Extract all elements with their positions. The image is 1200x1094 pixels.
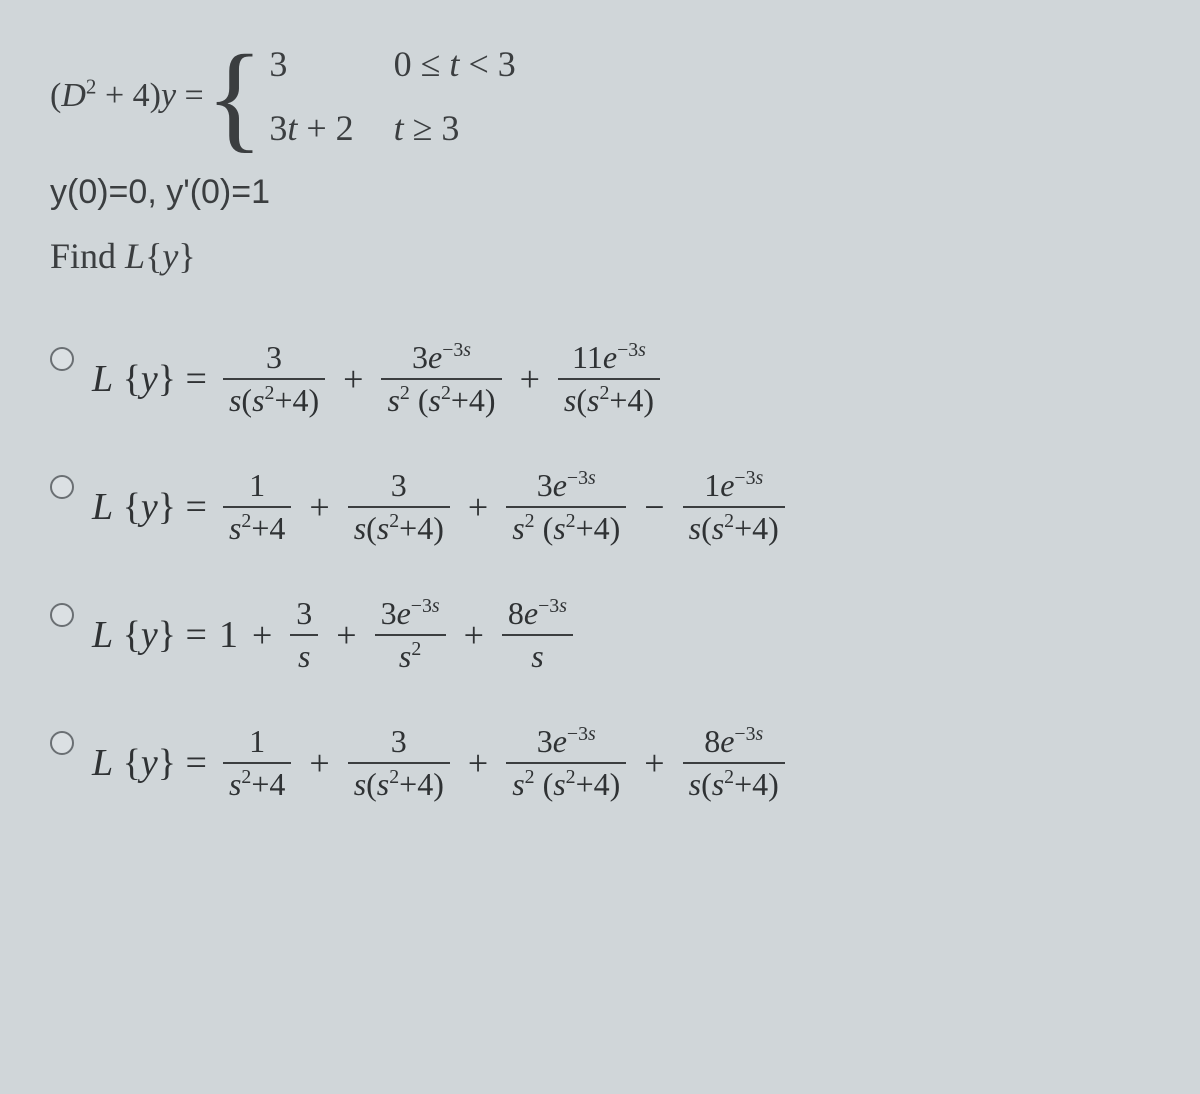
term: 3e−3ss2 (s2+4) [506,723,626,803]
term: 3e−3ss2 (s2+4) [506,467,626,547]
option-b-expr: L {y} = 1s2+4 + 3s(s2+4) + 3e−3ss2 (s2+4… [92,467,789,547]
question-page: (D2 + 4)y = { 3 0 ≤ t < 3 3t + 2 t ≥ 3 y… [0,0,1200,839]
term: 3e−3ss2 (s2+4) [381,339,501,419]
option-c[interactable]: L {y} = 1 + 3s + 3e−3ss2 + 8e−3ss [50,595,1180,675]
options-list: L {y} = 3s(s2+4) + 3e−3ss2 (s2+4) + 11e−… [50,339,1180,803]
term: 1e−3ss(s2+4) [683,467,785,547]
option-d[interactable]: L {y} = 1s2+4 + 3s(s2+4) + 3e−3ss2 (s2+4… [50,723,1180,803]
find-prompt: Find L{y} [50,228,1180,286]
piece2-value: 3t + 2 [269,100,353,158]
term: 3e−3ss2 [375,595,446,675]
piece1-cond: 0 ≤ t < 3 [394,36,516,94]
term: 1s2+4 [223,467,291,547]
term: 8e−3ss(s2+4) [683,723,785,803]
term: 11e−3ss(s2+4) [558,339,660,419]
initial-conditions: y(0)=0, y'(0)=1 [50,165,1180,219]
leading: 1 [219,613,238,657]
option-a-expr: L {y} = 3s(s2+4) + 3e−3ss2 (s2+4) + 11e−… [92,339,664,419]
term: 3s(s2+4) [223,339,325,419]
radio-icon[interactable] [50,347,74,371]
brace-icon: { [206,49,264,145]
radio-icon[interactable] [50,475,74,499]
term: 1s2+4 [223,723,291,803]
term: 3s [290,595,318,675]
problem-statement: (D2 + 4)y = { 3 0 ≤ t < 3 3t + 2 t ≥ 3 y… [50,36,1180,285]
radio-icon[interactable] [50,731,74,755]
option-c-expr: L {y} = 1 + 3s + 3e−3ss2 + 8e−3ss [92,595,577,675]
option-a[interactable]: L {y} = 3s(s2+4) + 3e−3ss2 (s2+4) + 11e−… [50,339,1180,419]
option-d-expr: L {y} = 1s2+4 + 3s(s2+4) + 3e−3ss2 (s2+4… [92,723,789,803]
option-b[interactable]: L {y} = 1s2+4 + 3s(s2+4) + 3e−3ss2 (s2+4… [50,467,1180,547]
term: 3s(s2+4) [348,723,450,803]
piece2-cond: t ≥ 3 [394,100,516,158]
term: 3s(s2+4) [348,467,450,547]
piece1-value: 3 [269,36,353,94]
term: 8e−3ss [502,595,573,675]
equation-lhs: (D2 + 4)y = [50,69,204,123]
radio-icon[interactable] [50,603,74,627]
piecewise-grid: 3 0 ≤ t < 3 3t + 2 t ≥ 3 [269,36,515,157]
equation-row: (D2 + 4)y = { 3 0 ≤ t < 3 3t + 2 t ≥ 3 [50,36,1180,157]
